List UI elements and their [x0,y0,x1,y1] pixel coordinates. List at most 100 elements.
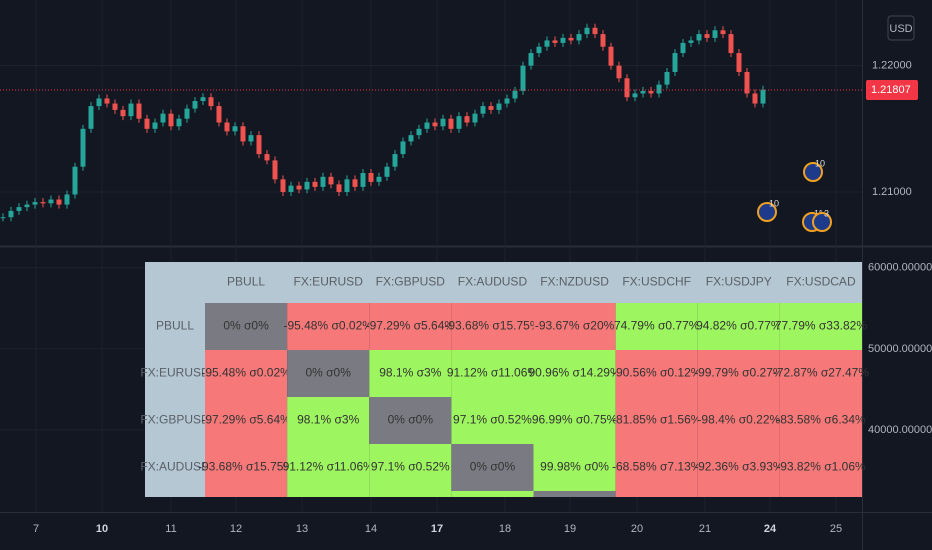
time-label: 19 [564,523,576,535]
cell: 98.1% σ3% [297,413,359,427]
candle [288,185,294,192]
cell: -98.4% σ0.22% [697,413,780,427]
candle [384,166,390,177]
cell-bg [779,491,862,497]
candle [40,202,46,204]
time-label: 11 [165,523,176,535]
time-label: 20 [631,523,643,535]
cell-bg [615,444,698,491]
candle [128,103,134,117]
cell: -68.58% σ7.13% [612,460,702,474]
candle [432,122,438,127]
candle [376,176,382,182]
row-header-bg [145,491,205,497]
event-icon [757,202,777,222]
candle [176,118,182,127]
candle [240,126,246,142]
candle [704,34,710,38]
candle [400,141,406,155]
candle [528,53,534,66]
currency-label[interactable]: USD [889,23,912,35]
candle [640,90,646,94]
candle [208,97,214,107]
cell-bg [451,397,534,444]
candle [96,98,102,107]
candle [112,103,118,110]
candle [744,71,750,94]
row-header: FX:AUDUSD [140,460,210,474]
column-header: FX:USDCHF [622,275,691,289]
time-label: 10 [96,523,108,535]
candle [352,179,358,187]
price-tick-label: 1.22000 [872,60,912,72]
candle [600,34,606,47]
candle [656,84,662,94]
cell: 97.1% σ0.52% [453,413,532,427]
time-label: 25 [830,523,842,535]
candle [728,34,734,54]
candle [472,113,478,123]
time-label: 14 [365,523,377,535]
candle [56,199,62,205]
candle [616,65,622,79]
time-label: 21 [699,523,711,535]
cell-bg [615,303,698,350]
event-icon [803,162,823,182]
event-count: 10 [769,198,779,208]
cell: -81.85% σ1.56% [612,413,702,427]
cell: -99.79% σ0.27% [694,366,784,380]
indicator-tick-label: 50000.00000 [868,343,932,355]
candle [312,181,318,187]
cell: 96.99% σ0.75% [532,413,618,427]
candle [8,210,14,218]
cell-bg [287,303,370,350]
price-tick-label: 1.21000 [872,186,912,198]
cell: -97.29% σ5.64% [201,413,291,427]
cell: -93.68% σ15.75% [198,460,294,474]
cell: 77.79% σ33.82% [775,319,867,333]
candle [304,181,310,190]
candle [192,101,198,109]
row-header-bg [145,303,205,350]
candle [712,30,718,38]
candle [256,135,262,155]
currency-button[interactable] [887,15,915,41]
cell-bg [287,397,370,444]
time-label: 24 [764,523,777,535]
candle [576,34,582,41]
cell-bg [533,397,616,444]
candle [488,106,494,110]
time-label: 12 [230,523,242,535]
cell: 0% σ0% [388,413,434,427]
cell-bg [451,444,534,491]
candle [80,128,86,167]
candle [344,179,350,192]
candle [632,93,638,98]
cell: 97.1% σ0.52% [371,460,450,474]
column-header: PBULL [227,275,265,289]
candle [336,184,342,192]
candle [272,160,278,180]
candle [328,176,334,185]
time-label: 13 [296,523,308,535]
cell: 90.96% σ14.29% [528,366,620,380]
cell: 0% σ0% [470,460,516,474]
cell-bg [615,350,698,397]
cell-bg [369,444,452,491]
cell-bg [533,350,616,397]
candle [584,27,590,35]
candle [264,154,270,161]
indicator-tick-label: 40000.00000 [868,424,932,436]
cell-bg [205,444,288,491]
candle [520,65,526,91]
last-price-box [866,80,918,101]
cell-bg [451,303,534,350]
cell-bg [287,444,370,491]
candle [664,71,670,85]
row-header-bg [145,397,205,444]
candle [224,122,230,132]
cell-bg [697,397,780,444]
column-header: FX:NZDUSD [540,275,609,289]
last-price-label: 1.21807 [871,84,911,96]
